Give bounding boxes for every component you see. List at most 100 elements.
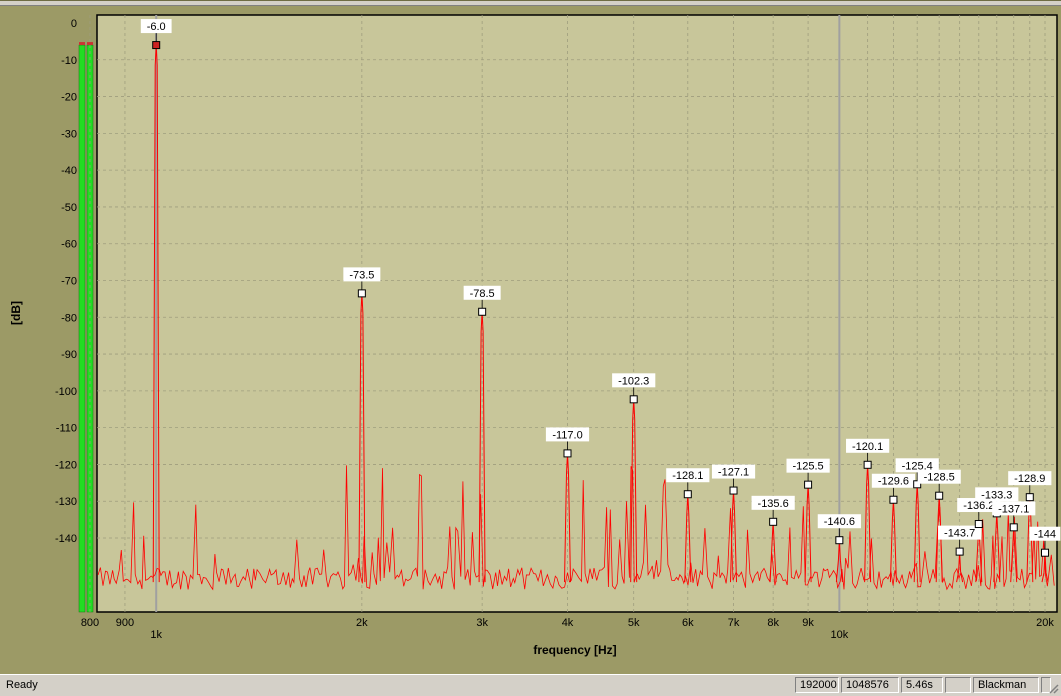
harmonic-marker[interactable] xyxy=(913,480,922,489)
harmonic-marker[interactable] xyxy=(955,547,964,556)
harmonic-marker[interactable] xyxy=(1009,523,1018,532)
marker-label-bg xyxy=(938,525,982,540)
x-tick-label: 800 xyxy=(81,617,99,629)
harmonic-marker[interactable] xyxy=(974,520,983,529)
x-tick-label: 5k xyxy=(628,617,640,629)
marker-label: -117.0 xyxy=(552,429,582,441)
marker-label: -143.7 xyxy=(944,528,975,540)
marker-label: -135.6 xyxy=(758,498,789,510)
y-tick-label: -90 xyxy=(61,349,77,361)
y-tick-label: 0 xyxy=(71,18,77,30)
marker-label-bg xyxy=(975,487,1019,502)
y-tick-label: -40 xyxy=(61,165,77,177)
x-tick-label: 3k xyxy=(476,617,488,629)
level-meters xyxy=(78,42,94,613)
x-tick-label: 9k xyxy=(802,617,814,629)
x-tick-label: 4k xyxy=(562,617,574,629)
marker-label-bg xyxy=(1029,526,1061,541)
marker-label: -128.9 xyxy=(1014,473,1045,485)
x-tick-label: 20k xyxy=(1036,617,1054,629)
x-tick-label: 8k xyxy=(767,617,779,629)
status-text: Ready xyxy=(6,679,38,691)
marker-label-bg xyxy=(917,469,961,484)
harmonic-markers: -6.0 -73.5 -78.5 -117.0 -102.3 -128.1 -127.1 -1… xyxy=(140,19,1061,557)
harmonic-marker[interactable] xyxy=(1025,493,1034,502)
status-panel-duration: 5.46s xyxy=(901,677,943,693)
status-panel-window: Blackman xyxy=(973,677,1039,693)
x-axis-title: frequency [Hz] xyxy=(533,643,616,657)
harmonic-marker[interactable] xyxy=(478,307,487,316)
marker-label: -73.5 xyxy=(349,269,374,281)
marker-label: -129.6 xyxy=(878,476,909,488)
y-tick-label: -10 xyxy=(61,55,77,67)
marker-label-bg xyxy=(545,427,590,442)
marker-label-bg xyxy=(992,501,1036,516)
y-axis-title: [dB] xyxy=(9,301,23,325)
y-tick-label: -70 xyxy=(61,276,77,288)
status-panel-fftsize: 1048576 xyxy=(841,677,899,693)
analyzer-window: -6.0 -73.5 -78.5 -117.0 -102.3 -128.1 -127.1 -1… xyxy=(0,0,1061,674)
y-tick-label: -60 xyxy=(61,239,77,251)
x-axis-ticks: 800 900 1k 2k 3k 4k 5k 6k 7k 8k 9k 10k 20k xyxy=(81,617,1055,641)
marker-label: -120.1 xyxy=(852,441,883,453)
spectrum-chart[interactable]: -6.0 -73.5 -78.5 -117.0 -102.3 -128.1 -127.1 -1… xyxy=(0,1,1061,675)
marker-label: -127.1 xyxy=(718,467,749,479)
marker-label: -125.5 xyxy=(792,461,823,473)
marker-label-bg xyxy=(140,19,172,34)
y-tick-label: -100 xyxy=(55,386,77,398)
x-tick-label: 7k xyxy=(728,617,740,629)
harmonic-marker[interactable] xyxy=(863,460,872,469)
x-tick-label: 1k xyxy=(150,629,162,641)
marker-label-bg xyxy=(751,495,795,510)
marker-label-bg xyxy=(786,458,830,473)
marker-label: -6.0 xyxy=(147,21,166,33)
marker-label: -125.4 xyxy=(902,460,933,472)
plot-area[interactable] xyxy=(96,14,1058,613)
harmonic-marker[interactable] xyxy=(769,517,778,526)
harmonic-marker[interactable] xyxy=(804,480,813,489)
resize-grip-icon[interactable] xyxy=(1047,682,1059,694)
marker-label: -133.3 xyxy=(981,489,1012,501)
marker-label-bg xyxy=(846,438,890,453)
marker-label: -136.2 xyxy=(963,500,994,512)
y-tick-label: -30 xyxy=(61,128,77,140)
marker-label-bg xyxy=(871,473,916,488)
marker-label-bg xyxy=(1008,471,1052,486)
y-tick-label: -140 xyxy=(55,533,77,545)
marker-label: -128.1 xyxy=(672,470,703,482)
x-tick-label: 900 xyxy=(116,617,134,629)
x-tick-label: 2k xyxy=(356,617,368,629)
window-top-edge xyxy=(0,1,1061,6)
harmonic-marker[interactable] xyxy=(889,495,898,504)
marker-label: -102.3 xyxy=(618,375,649,387)
harmonic-marker[interactable] xyxy=(935,491,944,500)
y-axis-ticks: 0 -10 -20 -30 -40 -50 -60 -70 -80 -90 -100 -110 -120… xyxy=(55,18,77,545)
marker-label-bg xyxy=(957,498,1001,513)
marker-label-bg xyxy=(895,458,939,473)
marker-label-bg xyxy=(817,514,861,529)
harmonic-marker[interactable] xyxy=(683,490,692,499)
status-panel-empty xyxy=(945,677,971,693)
y-tick-label: -20 xyxy=(61,92,77,104)
marker-label-bg xyxy=(343,267,381,282)
y-tick-label: -130 xyxy=(55,496,77,508)
marker-label: -140.6 xyxy=(824,516,855,528)
harmonic-marker[interactable] xyxy=(835,536,844,545)
harmonic-marker[interactable] xyxy=(357,289,366,298)
marker-label: -144 xyxy=(1034,529,1056,541)
harmonic-marker[interactable] xyxy=(629,395,638,404)
harmonic-marker[interactable] xyxy=(152,41,161,50)
harmonic-marker[interactable] xyxy=(563,449,572,458)
harmonic-marker[interactable] xyxy=(729,486,738,495)
marker-label: -128.5 xyxy=(924,472,955,484)
harmonic-marker[interactable] xyxy=(1041,548,1049,557)
x-tick-label: 6k xyxy=(682,617,694,629)
y-tick-label: -110 xyxy=(56,423,77,435)
marker-label-bg xyxy=(612,373,656,388)
status-bar: Ready 192000 1048576 5.46s Blackman xyxy=(0,674,1061,696)
y-tick-label: -80 xyxy=(61,312,77,324)
marker-label-bg xyxy=(463,285,501,300)
level-meter-peak xyxy=(87,42,93,46)
marker-label: -78.5 xyxy=(470,288,495,300)
y-tick-label: -50 xyxy=(61,202,77,214)
